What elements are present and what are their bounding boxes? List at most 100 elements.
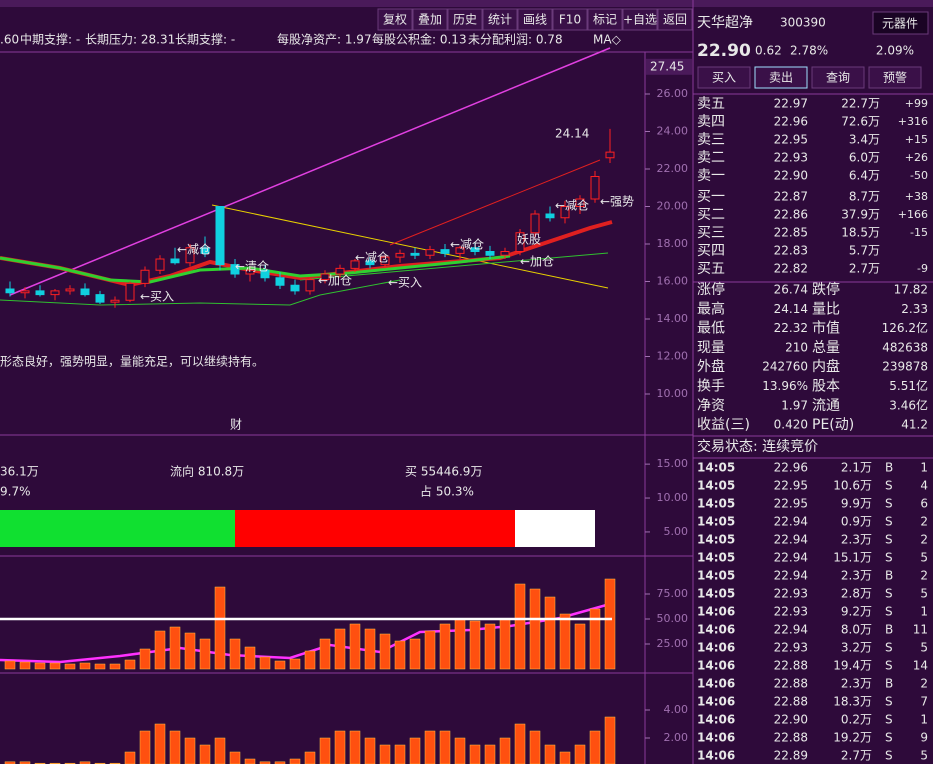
trade-volume: 2.3万 (841, 569, 872, 583)
volume-bar (394, 640, 406, 670)
stat-value: 41.2 (901, 418, 928, 432)
trade-button[interactable] (697, 66, 751, 89)
stat-label: 换手 (697, 378, 725, 395)
volume-bar (439, 623, 451, 670)
trade-side: B (885, 623, 893, 637)
volume-bar (124, 659, 136, 670)
trade-count: 4 (920, 479, 928, 493)
book-change: +26 (905, 151, 928, 164)
osc-bar (424, 730, 436, 764)
toolbar-button[interactable] (412, 8, 448, 31)
candle-body (125, 282, 135, 301)
osc-bar (304, 751, 316, 764)
candle-body (455, 247, 465, 254)
trade-button[interactable] (868, 66, 922, 89)
candle-body (260, 269, 270, 279)
osc-bar (169, 730, 181, 764)
stat-value: 2.33 (901, 302, 928, 316)
y-tick-label: 10.00 (657, 491, 689, 504)
volume-bar (499, 618, 511, 670)
toolbar-button[interactable] (447, 8, 483, 31)
volume-bar (4, 660, 16, 670)
trade-side: B (885, 677, 893, 691)
trade-price: 22.88 (774, 677, 808, 691)
book-change: +316 (898, 115, 928, 128)
trade-price: 22.93 (774, 605, 808, 619)
candle-body (500, 251, 510, 256)
volume-bar (469, 620, 481, 670)
toolbar-button[interactable] (657, 8, 693, 31)
trade-button[interactable] (811, 66, 865, 89)
volume-bar (64, 663, 76, 670)
candle-body (425, 249, 435, 256)
stat-label: 净资 (697, 398, 725, 414)
osc-bar (379, 744, 391, 764)
volume-bar (154, 630, 166, 670)
trade-button-label: 预警 (883, 70, 907, 85)
stat-label: 市值 (812, 320, 840, 337)
stat-value: 482638 (882, 340, 928, 354)
stat-value: 242760 (762, 360, 808, 374)
annotation: 妖股 (517, 233, 541, 247)
trade-time: 14:05 (697, 569, 735, 583)
trade-side: S (885, 587, 893, 601)
trade-side: B (885, 569, 893, 583)
stat-label: 流通 (812, 398, 840, 414)
volume-bar (34, 662, 46, 670)
toolbar-label: F10 (559, 13, 581, 27)
trade-time: 14:05 (697, 515, 735, 529)
candle-body (245, 269, 255, 275)
candle-body (410, 252, 420, 256)
book-volume: 3.4万 (849, 133, 880, 147)
toolbar-label: 历史 (453, 13, 477, 27)
stat-label: 股本 (812, 379, 840, 395)
candle-body (80, 288, 90, 296)
candle-body (320, 273, 330, 281)
trade-side: S (885, 659, 893, 673)
volume-bar (19, 661, 31, 670)
osc-bar (364, 737, 376, 764)
stat-value: 22.32 (774, 321, 808, 335)
toolbar-button[interactable] (587, 8, 623, 31)
indicator: 每股公积金: 0.13 (372, 32, 467, 47)
book-price: 22.85 (774, 226, 808, 240)
osc-bar (529, 730, 541, 764)
trade-price: 22.89 (774, 749, 808, 763)
trade-price: 22.96 (774, 461, 808, 475)
osc-bar (394, 744, 406, 764)
candle-body (200, 247, 210, 254)
flow-bar-red (235, 510, 515, 547)
price-marker-box (646, 58, 692, 75)
toolbar-button[interactable] (517, 8, 553, 31)
top-strip (0, 0, 933, 7)
y-tick-label: 20.00 (657, 200, 689, 213)
trade-count: 6 (920, 497, 928, 511)
trade-volume: 3.2万 (841, 641, 872, 655)
trade-button[interactable] (754, 66, 808, 89)
book-price: 22.83 (774, 244, 808, 258)
book-price: 22.97 (774, 97, 808, 111)
y-tick-label: 22.00 (657, 162, 689, 175)
toolbar-label: 叠加 (418, 13, 442, 27)
volume-bar (559, 613, 571, 670)
sector-box[interactable] (872, 11, 929, 35)
trade-time: 14:05 (697, 533, 735, 547)
toolbar-button[interactable] (377, 8, 413, 31)
trade-count: 5 (920, 551, 928, 565)
stat-value: 26.74 (774, 283, 808, 297)
volume-bar (589, 608, 601, 670)
trade-count: 1 (920, 461, 928, 475)
trade-volume: 8.0万 (841, 623, 872, 637)
toolbar-button[interactable] (482, 8, 518, 31)
annotation: ←减仓 (177, 243, 211, 257)
volume-bar (244, 646, 256, 670)
trade-count: 5 (920, 587, 928, 601)
flow-text: 占 50.3% (420, 484, 474, 499)
trade-side: S (885, 497, 893, 511)
toolbar-button[interactable] (552, 8, 588, 31)
stat-value: 239878 (882, 360, 928, 374)
stat-label: 最低 (697, 321, 725, 337)
trade-side: S (885, 551, 893, 565)
toolbar-button[interactable] (622, 8, 658, 31)
